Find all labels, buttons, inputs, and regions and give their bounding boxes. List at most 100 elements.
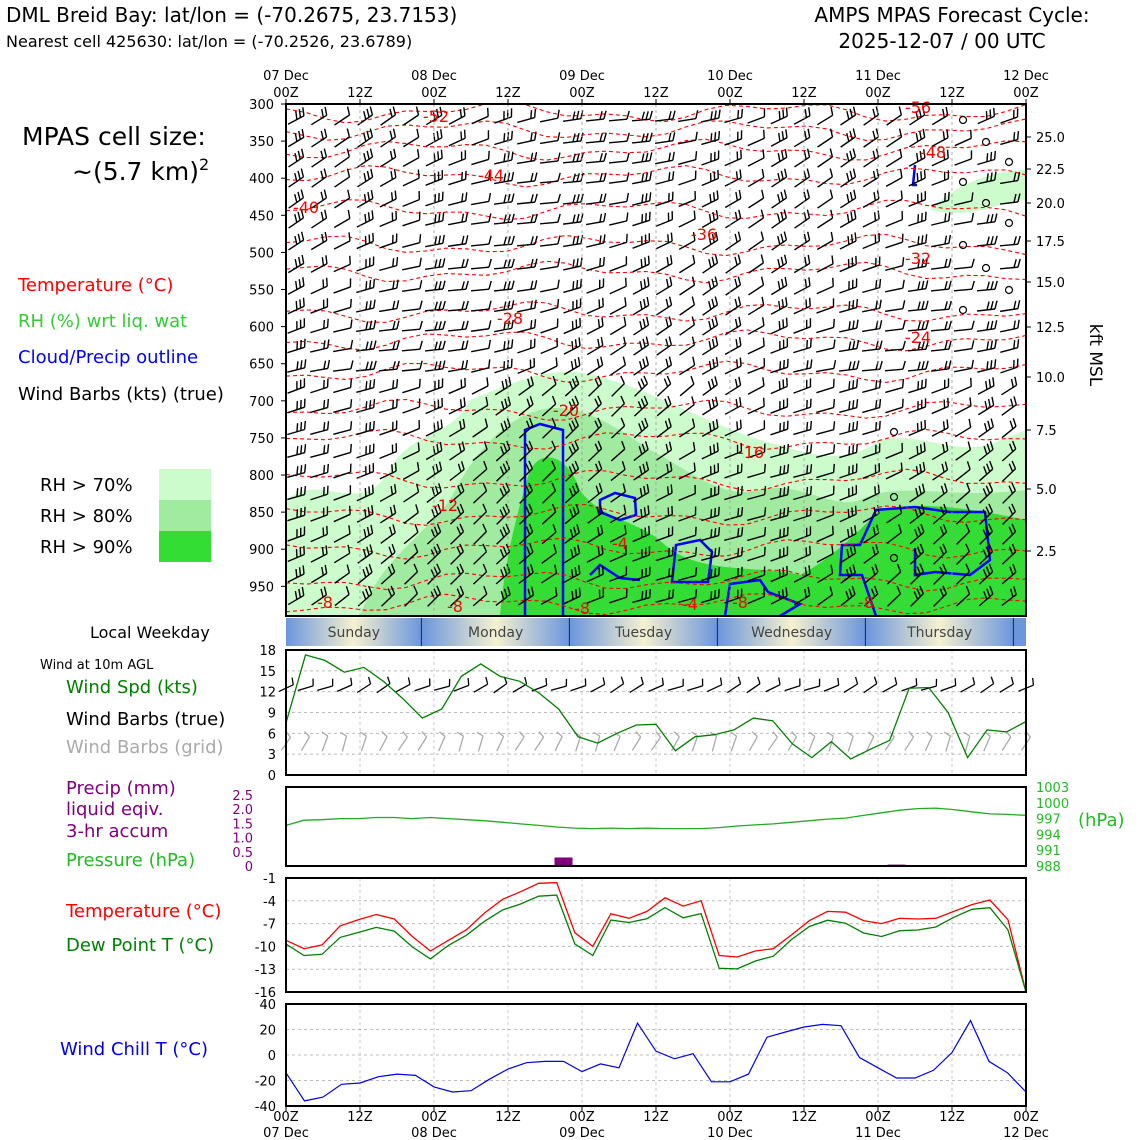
wind-barb <box>885 169 903 187</box>
wind-barb <box>310 545 328 563</box>
wind-barb <box>932 503 948 525</box>
wind-barb <box>471 396 489 416</box>
wind-barb <box>379 169 397 188</box>
wind-barb <box>817 148 834 168</box>
wind-barb <box>816 339 836 353</box>
legend-rh90-label: RH > 90% <box>40 537 133 558</box>
wind-barb <box>380 128 397 148</box>
wind-barb <box>632 483 650 503</box>
wind-barb <box>311 168 328 188</box>
wind-barb <box>542 440 557 462</box>
temperature-contour-label: -52 <box>423 107 449 126</box>
wind-barb <box>380 504 397 524</box>
wind-barb <box>956 523 971 545</box>
pressure-tick-label: 350 <box>249 135 274 150</box>
wind-barb <box>633 395 649 417</box>
wind-barb <box>656 375 672 397</box>
wind-barb <box>702 231 719 251</box>
bottom-hour-label: 00Z <box>273 1110 299 1125</box>
wind-barb <box>862 379 882 394</box>
wind-barb-grid <box>514 731 525 751</box>
wind-barb <box>448 397 466 415</box>
wind-barb <box>885 233 904 249</box>
wind-barb <box>933 563 948 585</box>
wind-barb <box>771 254 788 274</box>
wind-barb <box>287 586 305 606</box>
wind-barb <box>562 213 584 225</box>
wind-barb <box>310 277 328 295</box>
wind-barb <box>701 547 721 562</box>
wind-barb <box>448 192 468 206</box>
wind-barb <box>908 442 926 460</box>
wind-barb <box>907 360 929 372</box>
bottom-hour-label: 00Z <box>717 1110 743 1125</box>
wind-barb <box>724 316 742 336</box>
wind-barb <box>448 377 466 395</box>
wind-y-tick-label: 0 <box>268 769 276 784</box>
wind-barb <box>1000 131 1020 146</box>
main-plot-area <box>286 104 1026 616</box>
wind-barb <box>402 420 421 437</box>
wind-barb-true <box>317 678 334 692</box>
wind-barb <box>956 543 971 565</box>
wind-barb <box>839 379 859 394</box>
temperature-contour-label: -36 <box>691 225 717 244</box>
wind-barb <box>609 277 627 295</box>
top-hour-label: 00Z <box>865 86 891 101</box>
wind-barb <box>333 298 352 314</box>
wind-barb <box>908 257 928 271</box>
wind-barb <box>588 417 603 439</box>
wind-barb <box>840 544 857 564</box>
wind-barb <box>287 297 305 315</box>
wind-barb-grid <box>730 731 738 752</box>
wind-barb-true <box>356 676 372 694</box>
wind-barb <box>334 564 351 584</box>
wind-barb <box>655 171 675 185</box>
wind-barb <box>656 395 672 417</box>
wind-barb <box>472 460 488 482</box>
wind-y-tick-label: 6 <box>268 727 276 742</box>
wind-barb <box>931 441 949 461</box>
wind-barb <box>701 357 719 376</box>
wind-barb <box>908 419 926 437</box>
wind-barb <box>563 257 583 271</box>
chill-y-tick-label: -20 <box>255 1075 276 1090</box>
wind-barb <box>633 441 649 462</box>
wind-barb <box>770 443 789 459</box>
wind-barb <box>565 395 580 417</box>
temperature-contour-label: -4 <box>682 595 698 614</box>
wind-barb <box>586 588 605 604</box>
wind-barb <box>449 585 465 607</box>
temperature-contour <box>286 138 1026 161</box>
kft-tick-label: 12.5 <box>1036 321 1065 336</box>
wind-barb <box>908 149 926 167</box>
dewpoint-line <box>285 894 1027 993</box>
wind-barb <box>884 300 906 313</box>
wind-barb <box>954 129 972 147</box>
wind-barb <box>310 359 331 373</box>
temp-y-tick-label: -1 <box>263 872 276 887</box>
wind-barb <box>655 255 673 273</box>
wind-barb <box>334 148 351 168</box>
wind-barb <box>887 585 902 607</box>
wind-barb <box>816 545 834 563</box>
wind-barb <box>287 420 306 436</box>
pressure-line <box>285 807 1027 830</box>
wind-barb <box>702 336 719 356</box>
precip-bar <box>554 857 573 866</box>
pressure-tick-label: 997 <box>1036 813 1061 828</box>
wind-barb <box>379 484 397 502</box>
wind-barb <box>748 209 765 229</box>
wind-barb <box>448 170 467 186</box>
wind-barb <box>402 257 422 271</box>
wind-barb <box>473 523 488 545</box>
wind-barb <box>724 169 742 187</box>
wind-barb <box>516 235 538 247</box>
wind-barb <box>539 152 561 164</box>
wind-barb <box>447 280 469 292</box>
wind-barb <box>357 128 374 148</box>
wind-barb <box>724 108 744 124</box>
wind-barb <box>564 503 580 525</box>
wind-barb <box>955 461 971 482</box>
wind-barb <box>610 483 627 503</box>
